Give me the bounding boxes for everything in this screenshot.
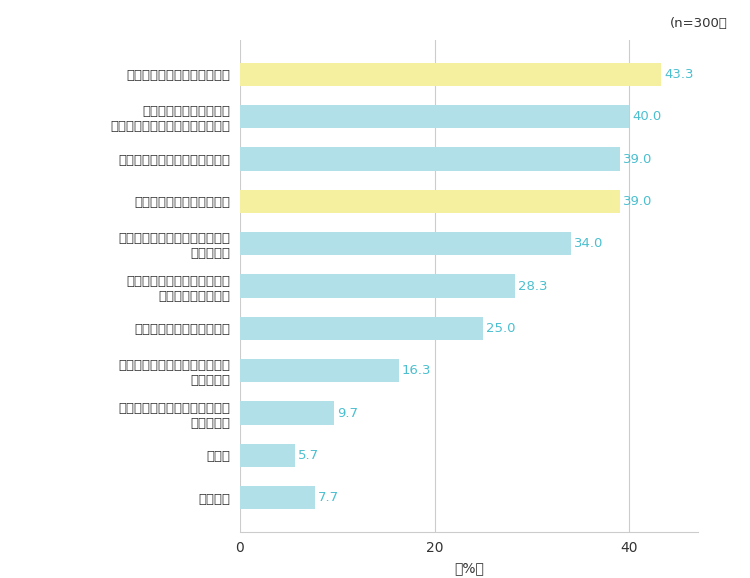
Text: 16.3: 16.3 xyxy=(401,364,431,377)
Bar xyxy=(240,444,296,467)
Text: 5.7: 5.7 xyxy=(298,449,320,462)
Bar xyxy=(240,190,620,213)
Text: (n=300）: (n=300） xyxy=(670,17,728,30)
Bar xyxy=(240,232,571,255)
Bar xyxy=(240,63,662,86)
Text: 39.0: 39.0 xyxy=(622,195,652,208)
Text: 7.7: 7.7 xyxy=(318,491,339,504)
Bar xyxy=(240,359,399,383)
Bar xyxy=(240,486,315,509)
Text: 40.0: 40.0 xyxy=(632,110,662,123)
Bar xyxy=(240,317,483,340)
Bar xyxy=(240,105,629,128)
Text: 9.7: 9.7 xyxy=(338,406,358,420)
Bar xyxy=(240,147,620,171)
Text: 34.0: 34.0 xyxy=(574,238,603,250)
Text: 39.0: 39.0 xyxy=(622,153,652,166)
Text: 25.0: 25.0 xyxy=(486,322,516,335)
Text: 28.3: 28.3 xyxy=(518,280,548,292)
Text: 43.3: 43.3 xyxy=(664,68,694,81)
Bar xyxy=(240,275,515,298)
X-axis label: （%）: （%） xyxy=(454,561,484,575)
Bar xyxy=(240,402,334,425)
